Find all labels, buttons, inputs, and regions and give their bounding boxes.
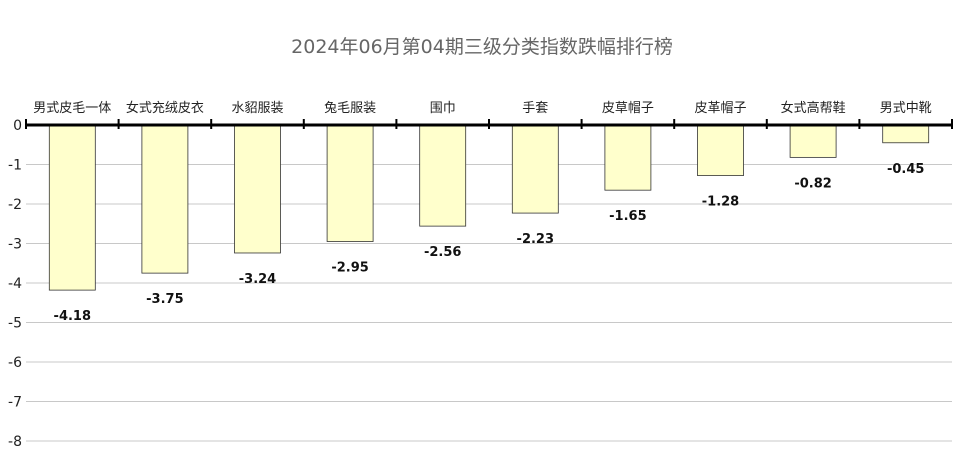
bar bbox=[604, 124, 652, 191]
category-label: 皮草帽子 bbox=[602, 100, 654, 116]
y-tick-label: -8 bbox=[8, 434, 22, 450]
y-tick-label: 0 bbox=[13, 118, 22, 134]
category-label: 男式皮毛一体 bbox=[33, 101, 111, 116]
data-label: -1.65 bbox=[609, 209, 646, 224]
bar bbox=[326, 124, 374, 242]
bar bbox=[141, 124, 189, 274]
data-label: -2.95 bbox=[331, 261, 368, 276]
y-tick-label: -2 bbox=[8, 197, 22, 213]
data-label: -0.45 bbox=[887, 162, 924, 177]
bar bbox=[697, 124, 744, 176]
category-labels: 男式皮毛一体 女式充绒皮衣 水貂服装 兔毛服装 围巾 手套 皮草帽子 皮革帽子 女式高帮鞋 男式中… bbox=[33, 100, 931, 116]
category-label: 兔毛服装 bbox=[324, 101, 376, 116]
bar bbox=[48, 124, 96, 291]
category-label: 手套 bbox=[522, 100, 548, 116]
data-label: -4.18 bbox=[54, 309, 91, 324]
category-label: 男式中靴 bbox=[880, 101, 932, 116]
y-tick-label: -5 bbox=[8, 316, 22, 332]
data-label: -3.75 bbox=[146, 292, 183, 307]
bar bbox=[511, 124, 559, 214]
bar bbox=[882, 124, 930, 144]
y-tick-label: -3 bbox=[8, 237, 22, 253]
category-label: 围巾 bbox=[430, 101, 456, 116]
y-tick-label: -7 bbox=[8, 395, 22, 411]
y-axis-ticks: 0 -1 -2 -3 -4 -5 -6 -7 -8 bbox=[8, 118, 22, 450]
bars bbox=[48, 124, 930, 291]
y-tick-label: -1 bbox=[8, 158, 22, 174]
category-label: 女式高帮鞋 bbox=[781, 100, 846, 116]
category-label: 皮革帽子 bbox=[694, 100, 746, 116]
bar bbox=[789, 124, 837, 158]
data-label: -1.28 bbox=[702, 195, 739, 210]
y-tick-label: -4 bbox=[8, 276, 22, 292]
bar bbox=[419, 124, 467, 227]
y-tick-label: -6 bbox=[8, 355, 22, 371]
category-label: 女式充绒皮衣 bbox=[126, 100, 204, 116]
chart-title: 2024年06月第04期三级分类指数跌幅排行榜 bbox=[291, 36, 673, 58]
data-label: -0.82 bbox=[794, 176, 831, 191]
category-axis bbox=[25, 119, 953, 129]
bar bbox=[234, 124, 281, 254]
data-labels: -4.18 -3.75 -3.24 -2.95 -2.56 -2.23 -1.65 -1.28… bbox=[54, 162, 925, 324]
data-label: -2.56 bbox=[424, 245, 461, 260]
data-label: -3.24 bbox=[239, 272, 276, 287]
data-label: -2.23 bbox=[517, 232, 554, 247]
category-label: 水貂服装 bbox=[231, 101, 283, 116]
